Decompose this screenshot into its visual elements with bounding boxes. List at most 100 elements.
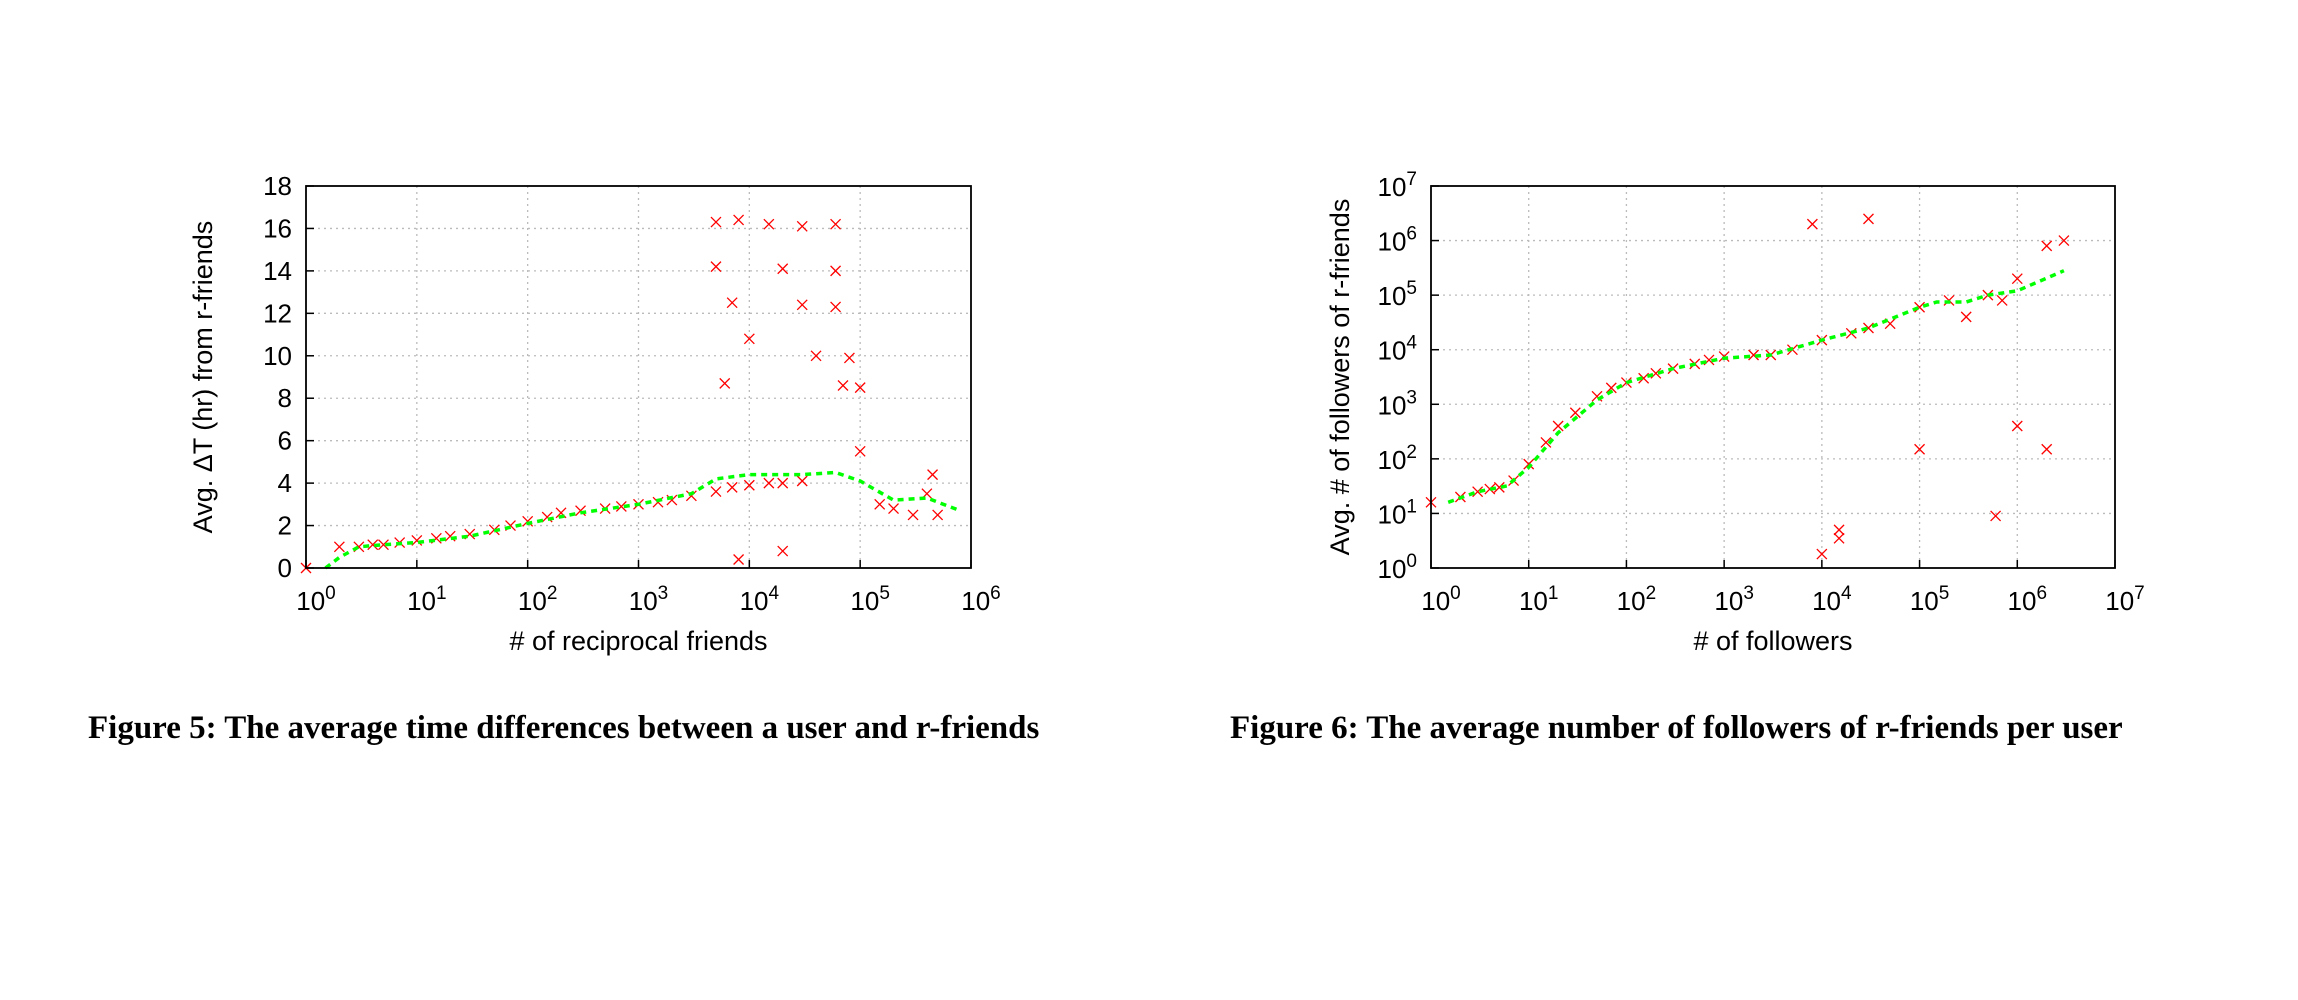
data-point — [1863, 213, 1874, 225]
y-tick-label: 104 — [1378, 333, 1418, 366]
data-point — [830, 218, 842, 230]
data-point — [710, 486, 722, 498]
data-point — [333, 541, 345, 553]
figure-5-caption: Figure 5: The average time differences b… — [88, 710, 1040, 746]
y-tick-label: 102 — [1378, 442, 1418, 475]
data-point — [2011, 273, 2023, 285]
y-tick-label: 4 — [278, 468, 292, 498]
data-point — [810, 350, 822, 362]
data-point — [1569, 407, 1581, 419]
figure-6-caption: Figure 6: The average number of follower… — [1230, 710, 2123, 746]
x-tick-label: 104 — [1812, 583, 1852, 616]
y-tick-label: 16 — [263, 213, 292, 243]
data-point — [2058, 235, 2070, 247]
data-point — [710, 216, 722, 228]
data-point — [367, 539, 379, 551]
data-point — [710, 261, 722, 273]
y-tick-label: 2 — [278, 511, 292, 541]
y-tick-label: 103 — [1378, 387, 1418, 420]
x-tick-label: 100 — [1421, 583, 1461, 616]
data-point — [796, 220, 808, 232]
x-tick-label: 106 — [961, 583, 1001, 616]
data-point — [1484, 483, 1496, 495]
data-point — [733, 554, 745, 565]
data-point — [1552, 420, 1564, 432]
data-point — [796, 475, 808, 487]
x-tick-label: 104 — [740, 583, 780, 616]
data-point — [874, 498, 886, 510]
data-point — [854, 445, 866, 457]
data-point — [378, 539, 389, 551]
y-axis-label: Avg. # of followers of r-friends — [1325, 199, 1355, 556]
x-tick-label: 106 — [2008, 583, 2048, 616]
x-tick-label: 103 — [1714, 583, 1754, 616]
scatter-series — [1425, 213, 2070, 560]
y-axis-label: Avg. ΔT (hr) from r-friends — [188, 221, 218, 534]
data-point — [1833, 532, 1845, 544]
data-point — [1493, 481, 1505, 493]
x-tick-label: 107 — [2105, 583, 2145, 616]
data-point — [2011, 420, 2023, 432]
figure-5: 100 101 102 103 104 105 106 0 2 4 6 8 10 12 14 16 18 # of… — [88, 171, 1040, 746]
data-point — [685, 490, 697, 502]
x-tick-label: 102 — [1617, 583, 1657, 616]
data-point — [522, 515, 534, 527]
x-axis-label: # of reciprocal friends — [509, 626, 767, 656]
x-tick-label: 101 — [1519, 583, 1559, 616]
y-tick-label: 106 — [1378, 224, 1418, 257]
data-point — [1523, 458, 1535, 470]
plot-frame — [305, 185, 972, 569]
data-point — [888, 503, 899, 515]
data-point — [1472, 486, 1484, 498]
data-point — [1748, 349, 1760, 361]
data-point — [932, 509, 944, 521]
y-tick-label: 14 — [263, 256, 292, 286]
data-point — [1540, 436, 1552, 448]
x-tick-label: 105 — [1910, 583, 1950, 616]
x-tick-label: 101 — [407, 583, 447, 616]
data-point — [1650, 367, 1662, 379]
data-point — [743, 479, 755, 491]
x-axis-label: # of followers — [1693, 626, 1852, 656]
data-point — [733, 214, 745, 226]
plot-frame — [1430, 185, 2116, 569]
data-point — [1960, 311, 1972, 323]
data-point — [1996, 294, 2008, 306]
y-tick-label: 18 — [263, 171, 292, 201]
data-point — [1863, 322, 1874, 334]
x-tick-label: 103 — [629, 583, 669, 616]
y-tick-label: 101 — [1378, 496, 1418, 529]
data-point — [763, 477, 775, 489]
data-point — [726, 481, 738, 493]
y-tick-label: 100 — [1378, 551, 1418, 584]
y-tick-label: 12 — [263, 298, 292, 328]
trend-line — [324, 470, 961, 570]
data-point — [726, 297, 738, 309]
data-point — [1833, 524, 1845, 536]
scatter-series — [300, 214, 944, 574]
data-point — [1990, 510, 2002, 522]
data-point — [796, 299, 808, 311]
data-point — [854, 382, 866, 394]
data-point — [1914, 443, 1926, 455]
data-point — [837, 380, 849, 391]
data-point — [843, 352, 855, 364]
data-point — [1605, 382, 1617, 394]
y-tick-label: 105 — [1378, 278, 1418, 311]
y-tick-label: 10 — [263, 341, 292, 371]
y-tick-label: 6 — [278, 426, 292, 456]
data-point — [1806, 218, 1818, 230]
x-tick-label: 105 — [850, 583, 890, 616]
data-point — [1914, 301, 1926, 313]
trend-line — [1447, 269, 2065, 504]
data-point — [830, 265, 842, 277]
data-point — [777, 477, 789, 489]
data-point — [763, 218, 775, 230]
x-tick-label: 100 — [296, 583, 336, 616]
y-tick-label: 8 — [278, 383, 292, 413]
data-point — [615, 500, 627, 512]
chart-5: 100 101 102 103 104 105 106 0 2 4 6 8 10 12 14 16 18 # of… — [188, 171, 1001, 656]
data-point — [2041, 443, 2053, 455]
data-point — [719, 377, 731, 389]
data-point — [1816, 548, 1828, 560]
